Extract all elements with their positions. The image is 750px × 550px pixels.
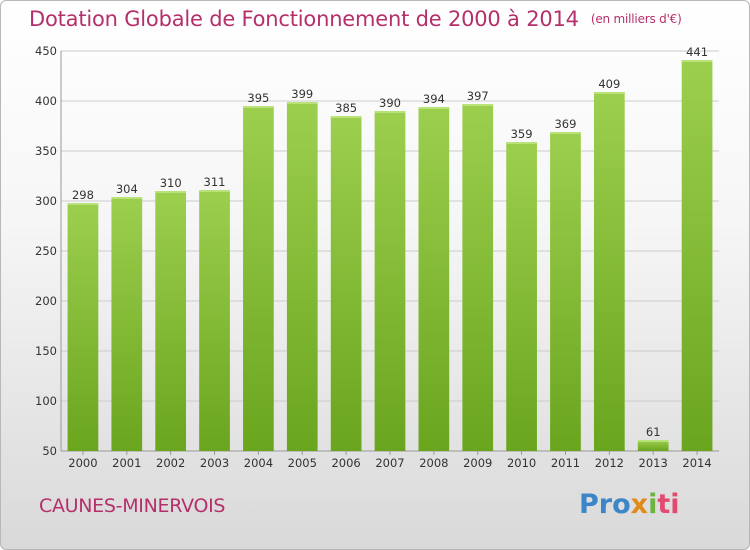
x-tick-label: 2008 — [419, 456, 448, 470]
value-label: 394 — [423, 92, 445, 106]
logo-part-3: i — [648, 489, 658, 520]
x-tick-label: 2006 — [331, 456, 360, 470]
x-tick-label: 2010 — [507, 456, 536, 470]
y-tick-label: 350 — [35, 144, 57, 158]
bar-2008 — [418, 107, 450, 451]
value-label: 310 — [160, 176, 182, 190]
value-labels: 298 304 310 311 395 399 385 390 394 397 359 369 409 6… — [72, 45, 708, 439]
bar-highlight — [418, 107, 450, 109]
commune-name: CAUNES-MINERVOIS — [39, 495, 226, 517]
bar-highlight — [286, 102, 318, 104]
value-label: 395 — [247, 91, 269, 105]
bar-2006 — [330, 116, 362, 451]
bar-2014 — [681, 60, 713, 451]
value-label: 397 — [467, 89, 489, 103]
value-label: 409 — [598, 77, 620, 91]
bar-highlight — [637, 440, 669, 442]
value-label: 441 — [686, 45, 708, 59]
bars — [67, 60, 713, 451]
x-tick-label: 2012 — [595, 456, 624, 470]
x-tick-label: 2004 — [244, 456, 273, 470]
y-tick-labels: 50 100 150 200 250 300 350 400 450 — [35, 44, 57, 458]
x-tick-label: 2005 — [288, 456, 317, 470]
bar-highlight — [550, 132, 581, 134]
bar-2011 — [550, 132, 581, 451]
chart-unit: (en milliers d'€) — [590, 12, 682, 26]
value-label: 304 — [116, 182, 138, 196]
bar-highlight — [506, 142, 537, 144]
bar-2012 — [593, 92, 625, 451]
bar-2000 — [67, 203, 99, 451]
chart-title: Dotation Globale de Fonctionnement de 20… — [29, 7, 682, 31]
bar-highlight — [462, 104, 494, 106]
bar-2009 — [462, 104, 494, 451]
bar-2004 — [243, 106, 274, 451]
y-tick-label: 100 — [35, 394, 57, 408]
proxiti-logo: Proxiti — [579, 489, 680, 520]
bar-highlight — [243, 106, 274, 108]
x-tick-label: 2013 — [639, 456, 668, 470]
bar-highlight — [155, 191, 187, 193]
bar-2010 — [506, 142, 537, 451]
bar-highlight — [374, 111, 406, 113]
y-tick-label: 250 — [35, 244, 57, 258]
bar-2013 — [637, 440, 669, 451]
bar-2003 — [199, 190, 230, 451]
value-label: 61 — [646, 425, 661, 439]
x-tick-label: 2000 — [68, 456, 97, 470]
y-tick-label: 150 — [35, 344, 57, 358]
y-tick-label: 450 — [35, 44, 57, 58]
value-label: 311 — [204, 175, 226, 189]
value-label: 399 — [291, 87, 313, 101]
bar-highlight — [593, 92, 625, 94]
x-tick-label: 2002 — [156, 456, 185, 470]
bar-2007 — [374, 111, 406, 451]
logo-part-2: x — [630, 489, 649, 520]
x-tick-label: 2014 — [682, 456, 711, 470]
value-label: 385 — [335, 101, 357, 115]
bar-highlight — [67, 203, 99, 205]
bar-highlight — [199, 190, 230, 192]
bar-highlight — [681, 60, 713, 62]
x-tick-label: 2001 — [112, 456, 141, 470]
x-tick-label: 2003 — [200, 456, 229, 470]
value-label: 390 — [379, 96, 401, 110]
bar-highlight — [111, 197, 143, 199]
value-label: 359 — [511, 127, 533, 141]
y-tick-label: 300 — [35, 194, 57, 208]
x-tick-label: 2009 — [463, 456, 492, 470]
logo-part-1: Pro — [579, 489, 631, 520]
bar-highlight — [330, 116, 362, 118]
value-label: 298 — [72, 188, 94, 202]
bar-2001 — [111, 197, 143, 451]
bar-2005 — [286, 102, 318, 451]
x-tick-labels: 2000 2001 2002 2003 2004 2005 2006 2007 2008 2009… — [68, 456, 711, 470]
y-tick-label: 50 — [42, 444, 57, 458]
logo-part-4: ti — [657, 489, 680, 520]
x-tick-label: 2007 — [375, 456, 404, 470]
y-tick-label: 200 — [35, 294, 57, 308]
value-label: 369 — [554, 117, 576, 131]
y-tick-label: 400 — [35, 94, 57, 108]
bar-2002 — [155, 191, 187, 451]
x-tick-label: 2011 — [551, 456, 580, 470]
